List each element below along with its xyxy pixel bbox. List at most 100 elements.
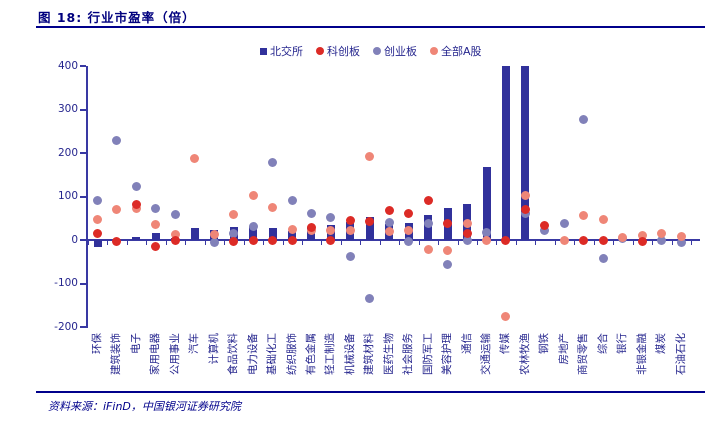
dot-科创板 <box>462 228 472 238</box>
dot-全部A股 <box>676 231 686 241</box>
x-axis-tick <box>632 241 634 245</box>
x-category-label: 美容护理 <box>441 333 454 375</box>
x-axis-tick <box>418 241 420 245</box>
x-category-label: 食品饮料 <box>227 333 240 375</box>
dot-创业板 <box>229 228 239 238</box>
x-category-label: 国防军工 <box>421 333 434 375</box>
dot-全部A股 <box>268 203 278 213</box>
x-category-label: 通信 <box>460 333 473 354</box>
x-axis-tick <box>515 241 517 245</box>
x-category-label: 非银金融 <box>635 333 648 375</box>
x-category-label: 家用电器 <box>149 333 162 375</box>
dot-创业板 <box>93 196 102 206</box>
x-category-label: 公用事业 <box>168 333 181 375</box>
x-axis-tick <box>107 241 109 245</box>
dot-科创板 <box>443 218 453 228</box>
dot-创业板 <box>482 227 491 237</box>
dot-科创板 <box>248 235 258 245</box>
x-category-label: 房地产 <box>557 333 570 365</box>
dot-创业板 <box>365 293 375 303</box>
x-category-label: 石油石化 <box>674 333 687 375</box>
dot-全部A股 <box>345 226 355 236</box>
dot-全部A股 <box>229 209 239 219</box>
x-axis-tick <box>438 241 440 245</box>
dot-科创板 <box>112 236 122 246</box>
bar-北交所 <box>249 226 258 240</box>
y-tick-label: 200 <box>57 146 78 159</box>
dot-创业板 <box>306 208 316 218</box>
bar-北交所 <box>151 232 160 240</box>
x-axis-tick <box>321 241 323 245</box>
dot-全部A股 <box>462 218 472 228</box>
x-axis-tick <box>224 241 226 245</box>
dot-全部A股 <box>520 190 530 200</box>
x-category-label: 汽车 <box>188 333 201 354</box>
dot-全部A股 <box>598 214 608 224</box>
x-category-label: 轻工制造 <box>324 333 337 375</box>
legend-square-icon <box>260 47 267 55</box>
x-axis-tick <box>204 241 206 245</box>
chart-plot-area: 400 300 200 100 0 -100 -200 环保 建筑装饰 电子 家用电器 公用事业 汽车计… <box>54 60 700 375</box>
dot-创业板 <box>579 114 589 124</box>
x-category-label: 商贸零售 <box>577 333 590 375</box>
dot-创业板 <box>287 196 297 206</box>
dot-科创板 <box>170 236 180 246</box>
dot-创业板 <box>170 210 180 220</box>
dot-科创板 <box>520 204 530 214</box>
bar-北交所 <box>365 216 374 240</box>
y-tick-label: 100 <box>57 190 78 202</box>
x-category-label: 传媒 <box>499 333 512 354</box>
legend-circle-icon <box>430 47 438 55</box>
x-axis-tick <box>671 241 673 245</box>
x-axis-tick <box>263 241 265 245</box>
bar-北交所 <box>190 228 199 240</box>
x-axis-tick <box>613 241 615 245</box>
x-axis-tick <box>282 241 284 245</box>
bar-北交所 <box>501 66 510 240</box>
y-tick-label: 300 <box>57 103 78 115</box>
dot-科创板 <box>345 215 355 225</box>
x-axis-tick <box>243 241 245 245</box>
x-category-label: 钢铁 <box>538 333 551 354</box>
dot-创业板 <box>384 218 394 228</box>
dot-创业板 <box>326 212 336 222</box>
dot-科创板 <box>365 217 375 227</box>
y-axis-line <box>86 66 88 328</box>
x-axis-tick <box>126 241 128 245</box>
dot-全部A股 <box>112 205 122 215</box>
dot-创业板 <box>131 182 141 192</box>
dot-创业板 <box>559 219 569 229</box>
dot-创业板 <box>209 238 219 248</box>
dot-科创板 <box>598 235 608 245</box>
dot-全部A股 <box>559 235 569 245</box>
x-axis-tick <box>185 241 187 245</box>
dot-全部A股 <box>482 236 491 246</box>
dot-创业板 <box>112 136 122 146</box>
y-tick-label: 400 <box>57 59 78 72</box>
dot-科创板 <box>326 236 336 246</box>
dot-全部A股 <box>190 153 200 163</box>
dot-全部A股 <box>404 226 414 236</box>
dot-科创板 <box>404 209 414 219</box>
legend-item-科创板: 科创板 <box>316 43 360 59</box>
dot-全部A股 <box>287 225 297 235</box>
dot-全部A股 <box>657 228 667 238</box>
y-axis-tick <box>80 65 86 67</box>
dot-创业板 <box>443 260 453 270</box>
legend-item-全部A股: 全部A股 <box>430 43 482 59</box>
dot-科创板 <box>151 242 161 252</box>
x-axis-tick <box>457 241 459 245</box>
bar-北交所 <box>93 240 102 248</box>
x-axis-tick <box>399 241 401 245</box>
dot-创业板 <box>268 158 278 168</box>
x-axis-tick <box>340 241 342 245</box>
x-category-label: 煤炭 <box>655 333 668 354</box>
chart-legend: 北交所 科创板 创业板 全部A股 <box>260 43 482 59</box>
y-tick-label: 0 <box>71 233 78 246</box>
dot-创业板 <box>657 236 667 246</box>
x-category-label: 建筑装饰 <box>110 333 123 375</box>
dot-创业板 <box>423 218 433 228</box>
dot-科创板 <box>287 235 297 245</box>
bar-北交所 <box>268 228 277 240</box>
x-category-label: 环保 <box>91 333 103 354</box>
